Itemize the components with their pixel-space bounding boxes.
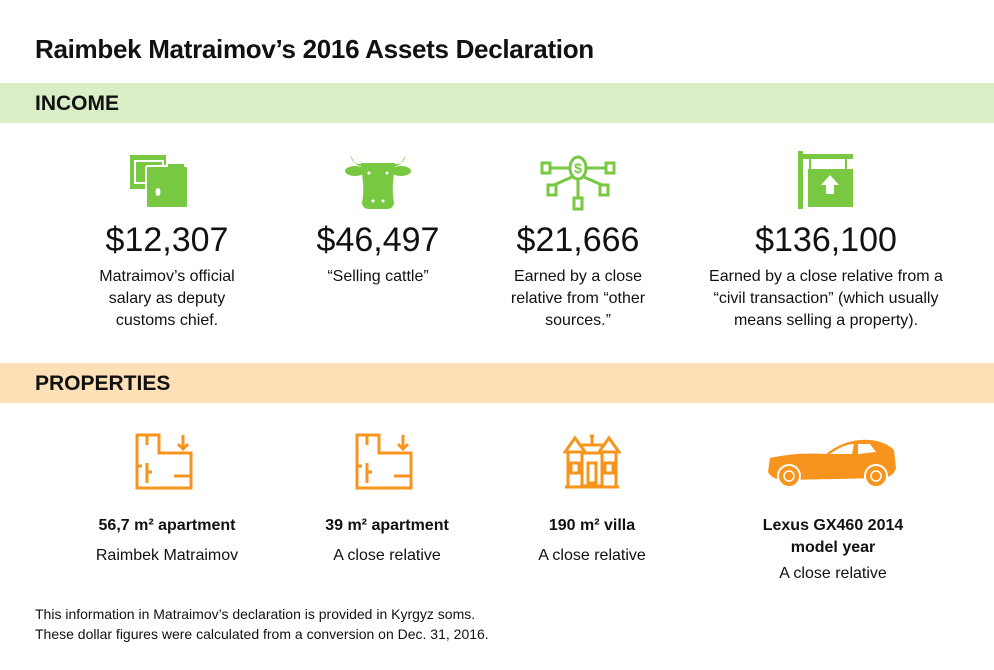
income-amount: $46,497 xyxy=(316,221,440,259)
property-owner: A close relative xyxy=(779,565,887,582)
car-icon xyxy=(768,439,896,488)
property-item: Lexus GX460 2014 model year A close relat… xyxy=(693,515,973,585)
income-item: $21,666 Earned by a close relative from “… xyxy=(438,220,718,332)
footnote-line: This information in Matraimov’s declarat… xyxy=(35,606,476,622)
property-item: 39 m² apartment A close relative xyxy=(247,515,527,567)
money-wallet-icon xyxy=(130,155,189,209)
svg-text:$: $ xyxy=(574,160,582,176)
cow-icon xyxy=(345,155,411,209)
property-item: 56,7 m² apartment Raimbek Matraimov xyxy=(27,515,307,567)
property-owner: A close relative xyxy=(538,547,646,564)
footnote: This information in Matraimov’s declarat… xyxy=(35,604,489,644)
villa-icon xyxy=(563,434,621,489)
property-name: Lexus GX460 2014 model year xyxy=(762,517,904,556)
income-amount: $12,307 xyxy=(105,221,229,259)
property-item: 190 m² villa A close relative xyxy=(452,515,732,567)
income-heading: INCOME xyxy=(35,92,119,115)
income-description: Earned by a close relative from “other s… xyxy=(510,268,646,329)
property-owner: Raimbek Matraimov xyxy=(95,547,239,564)
floor-plan-icon xyxy=(135,433,193,490)
house-sign-icon xyxy=(798,151,853,209)
floor-plan-icon xyxy=(355,433,413,490)
income-item: $12,307 Matraimov’s official salary as de… xyxy=(27,220,307,332)
income-item: $136,100 Earned by a close relative from … xyxy=(686,220,966,332)
property-name: 56,7 m² apartment xyxy=(98,517,236,534)
income-description: Matraimov’s official salary as deputy cu… xyxy=(99,268,235,329)
properties-heading: PROPERTIES xyxy=(35,372,171,395)
income-amount: $21,666 xyxy=(516,221,640,259)
dollar-network-icon: $ xyxy=(540,155,616,211)
income-item: $46,497 “Selling cattle” xyxy=(238,220,518,288)
income-description: Earned by a close relative from a “civil… xyxy=(709,268,943,329)
property-owner: A close relative xyxy=(333,547,441,564)
property-name: 39 m² apartment xyxy=(325,517,449,534)
income-amount: $136,100 xyxy=(755,221,897,259)
properties-band: PROPERTIES xyxy=(0,363,994,403)
property-name: 190 m² villa xyxy=(548,517,636,534)
page-title: Raimbek Matraimov’s 2016 Assets Declarat… xyxy=(35,34,594,64)
income-description: “Selling cattle” xyxy=(327,268,429,285)
footnote-line: These dollar figures were calculated fro… xyxy=(35,626,489,642)
income-band: INCOME xyxy=(0,83,994,123)
